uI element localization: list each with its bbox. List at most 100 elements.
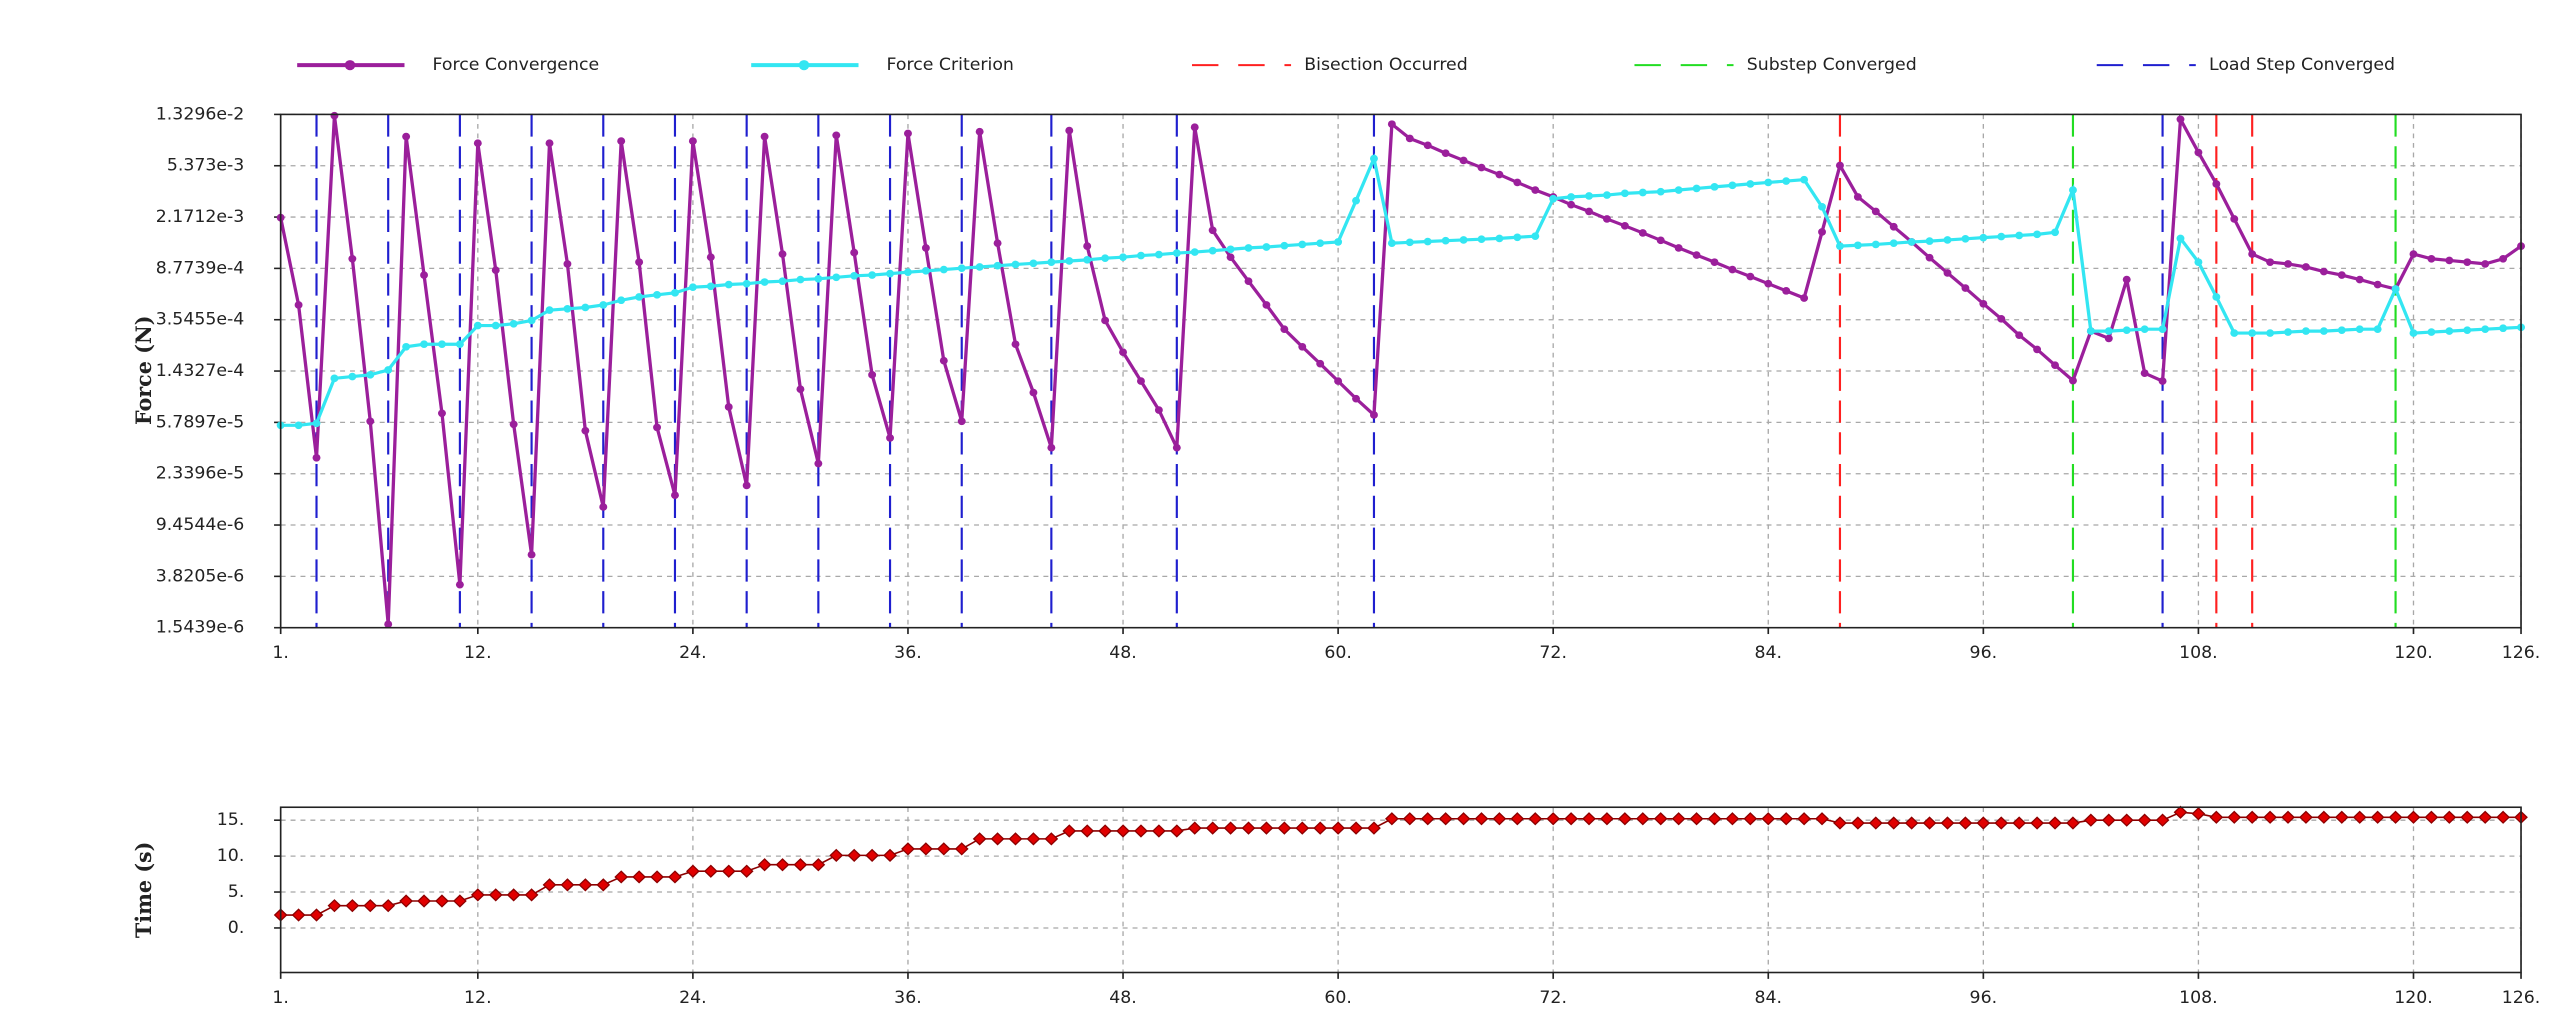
data-point — [1495, 170, 1504, 179]
data-point — [635, 258, 644, 266]
data-point — [363, 899, 378, 913]
data-point — [1316, 239, 1325, 247]
data-point — [2158, 325, 2167, 333]
data-point — [1205, 821, 1220, 835]
data-point — [2445, 256, 2454, 265]
data-point — [473, 139, 482, 148]
x-tick-label: 120. — [2394, 988, 2433, 1008]
data-point — [742, 279, 751, 288]
x-tick-label: 96. — [1970, 643, 1998, 663]
data-point — [2499, 324, 2508, 333]
data-point — [2140, 325, 2149, 333]
data-point — [1385, 812, 1399, 826]
data-point — [545, 139, 554, 148]
data-point — [2176, 115, 2185, 124]
data-point — [348, 372, 357, 381]
data-point — [1190, 248, 1199, 256]
data-point — [2227, 810, 2242, 824]
data-point — [1474, 812, 1489, 826]
legend-label: Force Convergence — [433, 55, 600, 75]
data-point — [1083, 242, 1092, 250]
legend-label: Substep Converged — [1747, 55, 1917, 75]
y-tick-label: 3.5455e-4 — [156, 310, 245, 330]
x-tick-label: 126. — [2502, 988, 2541, 1008]
data-point — [2033, 345, 2042, 354]
x-tick-label: 108. — [2179, 988, 2218, 1008]
data-point — [1331, 821, 1345, 835]
data-point — [2284, 328, 2292, 336]
data-point — [1833, 816, 1847, 830]
legend-item: Bisection Occurred — [1191, 55, 1468, 75]
data-point — [2496, 810, 2510, 824]
data-point — [560, 878, 575, 892]
data-point — [1352, 394, 1361, 403]
data-point — [1782, 287, 1791, 295]
data-point — [703, 864, 718, 878]
data-point — [399, 894, 414, 908]
data-point — [975, 127, 984, 136]
legend-marker — [798, 60, 810, 71]
data-point — [739, 864, 754, 878]
data-point — [381, 899, 396, 913]
data-point — [509, 319, 518, 328]
data-point — [1889, 239, 1898, 247]
data-point — [312, 419, 321, 428]
data-point — [2463, 258, 2472, 266]
data-point — [1334, 238, 1343, 246]
data-point — [990, 832, 1005, 846]
data-point — [832, 131, 841, 140]
legend-label: Bisection Occurred — [1304, 55, 1467, 75]
plot-border — [279, 806, 2522, 974]
x-tick-label: 48. — [1109, 988, 1137, 1008]
y-tick-label: 2.3396e-5 — [156, 464, 245, 484]
data-point — [1510, 812, 1525, 826]
data-point — [2284, 260, 2292, 268]
x-tick-label: 12. — [464, 643, 492, 663]
data-point — [1187, 821, 1202, 835]
data-point — [1620, 222, 1629, 230]
data-point — [1226, 245, 1235, 254]
data-point — [2391, 285, 2400, 293]
plot-border — [279, 113, 2522, 629]
data-point — [2158, 377, 2167, 385]
data-point — [1492, 812, 1507, 826]
data-point — [1868, 816, 1883, 830]
data-point — [1531, 232, 1540, 240]
data-point — [599, 503, 608, 511]
data-point — [957, 264, 966, 273]
x-tick-label: 36. — [894, 643, 922, 663]
data-point — [993, 239, 1002, 247]
data-point — [599, 301, 608, 309]
data-point — [1782, 177, 1791, 185]
data-point — [886, 434, 895, 442]
data-point — [2266, 258, 2275, 266]
y-tick-label: 5.7897e-5 — [156, 413, 245, 433]
data-point — [632, 870, 647, 884]
data-point — [1387, 239, 1396, 247]
data-point — [993, 261, 1002, 270]
data-point — [975, 263, 984, 271]
data-point — [2301, 327, 2310, 335]
data-point — [1152, 824, 1166, 838]
data-point — [1764, 178, 1773, 187]
data-point — [850, 271, 859, 280]
data-point — [1011, 340, 1020, 349]
data-point — [811, 858, 826, 872]
data-point — [2499, 254, 2508, 263]
x-tick-label: 60. — [1324, 988, 1352, 1008]
data-point — [1062, 824, 1077, 838]
data-point — [470, 888, 485, 902]
data-point — [1119, 253, 1128, 261]
data-point — [688, 283, 697, 291]
data-point — [1997, 315, 2006, 323]
data-point — [1618, 812, 1632, 826]
data-point — [1402, 812, 1417, 826]
data-point — [2301, 263, 2310, 271]
data-point — [1800, 294, 1809, 302]
data-point — [2137, 813, 2152, 827]
data-point — [1367, 821, 1381, 835]
data-point — [345, 899, 360, 913]
data-point — [1420, 812, 1435, 826]
data-point — [1585, 207, 1593, 216]
data-point — [865, 848, 879, 863]
